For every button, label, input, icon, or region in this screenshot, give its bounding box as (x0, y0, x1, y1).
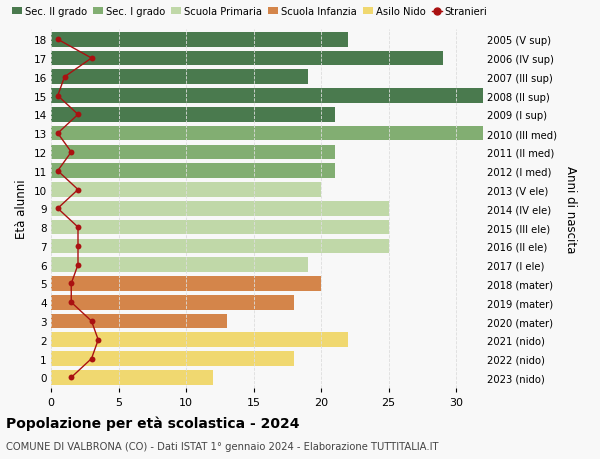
Bar (51, 333, 348, 347)
Point (67, 280, 76, 287)
Point (73, 186, 83, 194)
Bar (51, 239, 389, 254)
Point (53, 36, 62, 44)
Bar (51, 108, 335, 123)
Point (87, 355, 97, 363)
Bar (51, 370, 213, 385)
Bar (51, 127, 483, 141)
Point (53, 168, 62, 175)
Point (53, 93, 62, 100)
Bar (51, 258, 308, 272)
Point (53, 205, 62, 213)
Point (94, 336, 103, 344)
Bar (51, 295, 294, 310)
Point (73, 112, 83, 119)
Y-axis label: Età alunni: Età alunni (15, 179, 28, 239)
Bar (51, 314, 227, 329)
Bar (51, 276, 321, 291)
Bar (51, 183, 321, 197)
Point (73, 243, 83, 250)
Point (67, 374, 76, 381)
Point (73, 224, 83, 231)
Bar (51, 146, 335, 160)
Text: Popolazione per età scolastica - 2024: Popolazione per età scolastica - 2024 (6, 415, 299, 430)
Legend: Sec. II grado, Sec. I grado, Scuola Primaria, Scuola Infanzia, Asilo Nido, Stran: Sec. II grado, Sec. I grado, Scuola Prim… (8, 3, 491, 21)
Point (67, 299, 76, 306)
Bar (51, 89, 483, 104)
Text: COMUNE DI VALBRONA (CO) - Dati ISTAT 1° gennaio 2024 - Elaborazione TUTTITALIA.I: COMUNE DI VALBRONA (CO) - Dati ISTAT 1° … (6, 441, 439, 451)
Bar (51, 70, 308, 85)
Point (60, 74, 70, 81)
Point (53, 130, 62, 138)
Bar (51, 51, 443, 66)
Point (67, 149, 76, 156)
Point (87, 55, 97, 62)
Bar (51, 33, 348, 47)
Y-axis label: Anni di nascita: Anni di nascita (563, 165, 577, 252)
Point (87, 318, 97, 325)
Bar (51, 220, 389, 235)
Bar (51, 202, 389, 216)
Bar (51, 352, 294, 366)
Point (73, 262, 83, 269)
Bar (51, 164, 335, 179)
